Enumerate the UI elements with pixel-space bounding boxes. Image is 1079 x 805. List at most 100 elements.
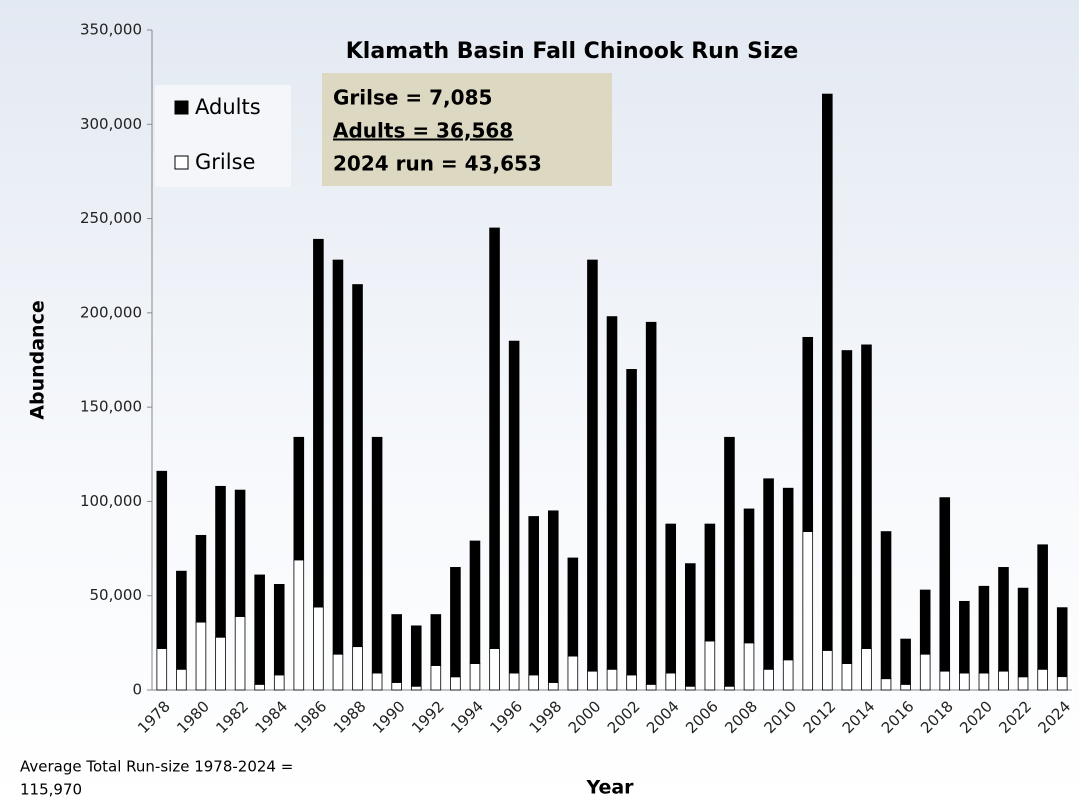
- bar-segment: [254, 574, 265, 685]
- footnote: 115,970: [20, 781, 82, 799]
- bar-segment: [567, 655, 579, 691]
- bar-segment: [195, 621, 207, 691]
- bar-segment: [626, 674, 637, 691]
- bar-segment: [763, 668, 774, 691]
- bar-segment: [645, 683, 657, 691]
- bar-segment: [450, 676, 461, 691]
- bar-segment: [489, 227, 500, 649]
- bar-segment: [313, 238, 324, 608]
- bar-segment: [352, 646, 363, 691]
- bar-segment: [939, 497, 951, 672]
- legend-label: Adults: [195, 95, 261, 119]
- bar-segment: [822, 93, 833, 651]
- bar-segment: [822, 650, 833, 691]
- bar-segment: [332, 653, 344, 691]
- bar-segment: [293, 436, 305, 561]
- bar-segment: [959, 672, 970, 691]
- bar-segment: [293, 559, 305, 691]
- bar-segment: [724, 685, 735, 691]
- bar-segment: [234, 489, 246, 617]
- bar-segment: [626, 369, 637, 676]
- bar-segment: [704, 523, 716, 642]
- bar-segment: [743, 642, 755, 691]
- bar-segment: [234, 616, 246, 691]
- bar-segment: [176, 668, 187, 691]
- bar-segment: [919, 589, 931, 655]
- bar-segment: [900, 683, 911, 691]
- y-tick-label: 50,000: [90, 586, 143, 604]
- bar-segment: [528, 516, 539, 676]
- annotation: Grilse = 7,085: [333, 86, 492, 110]
- bar-segment: [880, 678, 892, 691]
- bar-segment: [587, 259, 598, 672]
- bar-segment: [391, 614, 402, 683]
- y-tick-label: 250,000: [80, 209, 142, 227]
- bar-segment: [313, 606, 324, 691]
- bar-segment: [547, 510, 559, 683]
- annotation-box: [322, 73, 612, 186]
- bar-segment: [665, 523, 677, 674]
- bar-segment: [371, 672, 383, 691]
- bar-segment: [489, 648, 500, 691]
- bar-segment: [156, 648, 168, 691]
- bar-segment: [1056, 607, 1068, 678]
- bar-segment: [861, 344, 872, 649]
- legend-label: Grilse: [195, 150, 255, 174]
- bar-segment: [998, 670, 1009, 691]
- bar-segment: [547, 682, 559, 691]
- bar-segment: [528, 674, 539, 691]
- bar-segment: [704, 640, 716, 691]
- bar-segment: [587, 670, 598, 691]
- bar-segment: [195, 534, 207, 623]
- annotation: 2024 run = 43,653: [333, 152, 542, 176]
- bar-segment: [743, 508, 755, 644]
- bar-segment: [665, 672, 677, 691]
- bar-segment: [469, 663, 481, 691]
- bar-segment: [410, 685, 422, 691]
- y-tick-label: 100,000: [80, 492, 142, 510]
- bar-segment: [176, 570, 187, 670]
- footnote: Average Total Run-size 1978-2024 =: [20, 758, 293, 776]
- bar-segment: [880, 531, 892, 680]
- chart-title: Klamath Basin Fall Chinook Run Size: [346, 39, 799, 64]
- legend-swatch: [174, 100, 189, 115]
- bar-segment: [332, 259, 344, 655]
- bar-segment: [1056, 676, 1068, 691]
- bar-segment: [391, 682, 402, 691]
- bar-segment: [469, 540, 481, 664]
- bar-segment: [215, 485, 226, 638]
- bar-segment: [430, 614, 442, 666]
- bar-segment: [567, 557, 579, 657]
- y-tick-label: 350,000: [80, 21, 142, 39]
- bar-segment: [508, 672, 520, 691]
- bar-segment: [978, 672, 990, 691]
- bar-segment: [685, 685, 696, 691]
- bar-segment: [450, 567, 461, 678]
- bar-segment: [900, 638, 911, 685]
- bar-segment: [606, 668, 618, 691]
- bar-segment: [1037, 544, 1048, 670]
- annotation: Adults = 36,568: [333, 119, 513, 143]
- bar-segment: [998, 567, 1009, 672]
- bar-segment: [645, 321, 657, 685]
- bar-segment: [371, 436, 383, 674]
- bar-segment: [959, 600, 970, 674]
- bar-segment: [1017, 587, 1029, 678]
- bar-segment: [919, 653, 931, 691]
- bar-segment: [782, 487, 794, 661]
- bar-segment: [841, 663, 853, 691]
- legend-swatch: [174, 155, 189, 170]
- bar-segment: [802, 336, 814, 533]
- y-axis-label: Abundance: [27, 300, 49, 419]
- bar-segment: [763, 478, 774, 670]
- bar-segment: [215, 636, 226, 691]
- bar-segment: [724, 436, 735, 687]
- bar-segment: [156, 470, 168, 649]
- bar-segment: [508, 340, 520, 674]
- y-tick-label: 0: [132, 681, 142, 699]
- bar-segment: [1017, 676, 1029, 691]
- bar-segment: [841, 350, 853, 665]
- x-axis-label: Year: [585, 777, 634, 799]
- bar-segment: [782, 659, 794, 691]
